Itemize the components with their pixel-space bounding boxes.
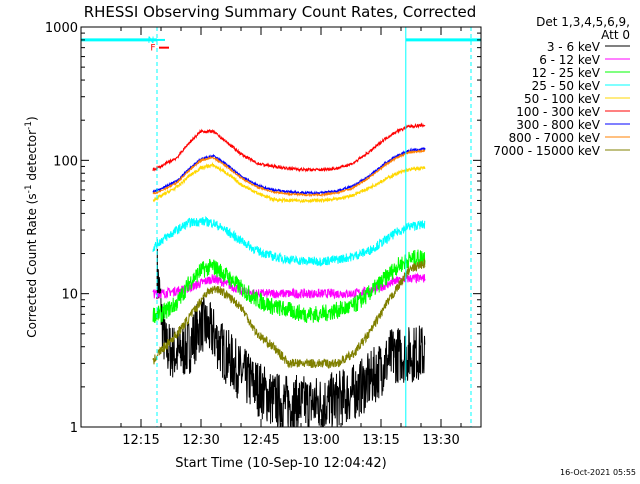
footer-timestamp: 16-Oct-2021 05:55 [560, 468, 636, 477]
x-tick-label: 13:15 [362, 433, 399, 448]
series-line [152, 148, 426, 198]
y-tick-label: 1000 [45, 21, 78, 36]
chart-title: RHESSI Observing Summary Count Rates, Co… [84, 3, 477, 21]
series-line [152, 215, 426, 267]
y-tick-label: 100 [53, 154, 78, 169]
y-tick-label: 1 [70, 421, 78, 436]
legend-label: 800 - 7000 keV [509, 131, 601, 145]
y-tick-label: 10 [61, 288, 78, 303]
series-line [152, 249, 426, 324]
legend-label: 100 - 300 keV [516, 105, 600, 119]
x-axis-label: Start Time (10-Sep-10 12:04:42) [175, 456, 386, 471]
x-tick-label: 12:15 [122, 433, 159, 448]
legend-label: 300 - 800 keV [516, 118, 600, 132]
x-tick-label: 12:45 [242, 433, 279, 448]
series-line [152, 258, 426, 370]
x-tick-label: 12:30 [182, 433, 219, 448]
y-axis-label: Corrected Count Rate (s-1 detector-1) [24, 116, 39, 337]
legend-label: 50 - 100 keV [524, 92, 601, 106]
series-line [152, 161, 426, 204]
x-tick-label: 13:30 [422, 433, 459, 448]
legend-label: 12 - 25 keV [532, 66, 601, 80]
y-axis-label-part2: detector [25, 130, 39, 185]
y-axis-label-sup2: -1 [24, 121, 34, 130]
series-line [152, 147, 426, 196]
flag-label: N [148, 36, 155, 46]
y-axis-label-sup1: -1 [24, 184, 34, 193]
legend-label: 7000 - 15000 keV [493, 144, 600, 158]
plot-area: FN 12:15 12:30 12:45 13:00 13:15 13:301101001… [45, 21, 482, 448]
legend-label: 6 - 12 keV [539, 53, 601, 67]
axis-layer: 12:15 12:30 12:45 13:00 13:15 13:30 1 10 100 1000 [45, 21, 481, 448]
series-layer [152, 122, 426, 428]
y-axis-label-part1: Corrected Count Rate (s [25, 193, 39, 337]
legend-label: 3 - 6 keV [547, 40, 601, 54]
series-line [152, 122, 426, 173]
legend-label: 25 - 50 keV [532, 79, 601, 93]
flag-label: F [150, 44, 155, 54]
x-tick-label: 13:00 [302, 433, 339, 448]
legend-title-line2: Att 0 [601, 28, 630, 42]
legend-title-line1: Det 1,3,4,5,6,9, [536, 15, 630, 29]
y-axis-label-part3: ) [25, 116, 39, 121]
